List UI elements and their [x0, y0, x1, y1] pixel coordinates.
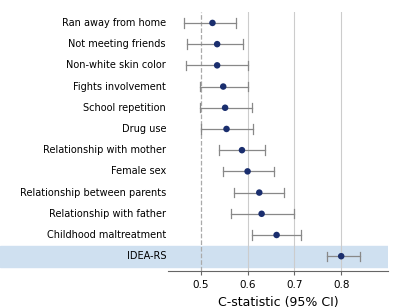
Text: Female sex: Female sex — [111, 166, 166, 176]
Text: Relationship with father: Relationship with father — [49, 209, 166, 219]
Point — [239, 148, 245, 153]
Point — [214, 42, 220, 47]
Text: Drug use: Drug use — [122, 124, 166, 134]
X-axis label: C-statistic (95% CI): C-statistic (95% CI) — [218, 296, 338, 308]
Point — [223, 127, 230, 132]
Point — [258, 211, 265, 216]
Text: Relationship with mother: Relationship with mother — [43, 145, 166, 155]
Point — [256, 190, 262, 195]
Text: IDEA-RS: IDEA-RS — [126, 251, 166, 261]
Point — [222, 105, 228, 110]
Point — [244, 169, 251, 174]
Text: Fights involvement: Fights involvement — [73, 82, 166, 91]
Text: Childhood maltreatment: Childhood maltreatment — [47, 230, 166, 240]
Text: Relationship between parents: Relationship between parents — [20, 188, 166, 197]
Text: Non-white skin color: Non-white skin color — [66, 60, 166, 70]
Point — [214, 63, 220, 68]
Text: Not meeting friends: Not meeting friends — [68, 39, 166, 49]
Text: School repetition: School repetition — [83, 103, 166, 113]
Bar — [168, 245, 388, 267]
Point — [220, 84, 226, 89]
Text: Ran away from home: Ran away from home — [62, 18, 166, 28]
Point — [209, 20, 216, 25]
Point — [338, 254, 344, 259]
Point — [273, 233, 280, 237]
